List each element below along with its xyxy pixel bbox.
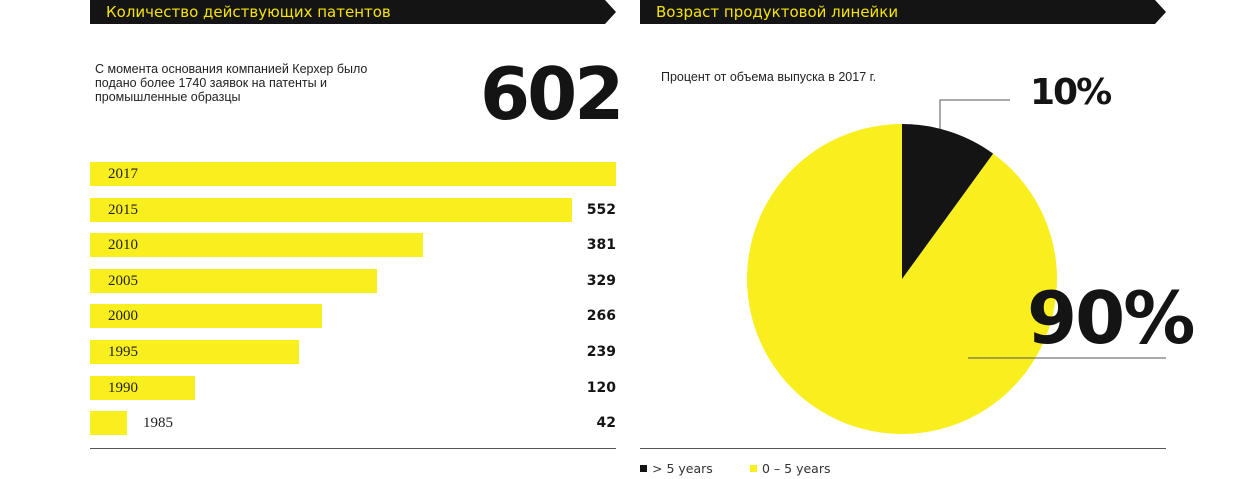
legend-item-older: > 5 years	[640, 461, 713, 477]
legend-label-newer: 0 – 5 years	[762, 461, 831, 476]
patents-description: С момента основания компанией Керхер был…	[95, 62, 368, 104]
bar-1985	[90, 411, 127, 436]
bar-row-1985: 1985 42	[90, 411, 616, 436]
pie-label-newer-share: 90%	[1027, 276, 1195, 360]
bar-2010	[90, 233, 423, 258]
bar-value-label: 329	[586, 272, 616, 289]
active-patents-count: 602	[480, 52, 624, 136]
bar-row-2000: 2000 266	[90, 304, 616, 329]
bar-row-2017: 2017	[90, 162, 616, 186]
bar-1995	[90, 340, 299, 364]
bar-year-label: 2017	[108, 166, 138, 182]
legend-swatch-older	[640, 465, 647, 472]
bar-row-1995: 1995 239	[90, 340, 616, 364]
bar-value-label: 120	[586, 379, 616, 396]
pie-slice-older	[902, 124, 994, 279]
bar-row-2005: 2005 329	[90, 268, 616, 293]
bar-year-label: 1985	[143, 415, 173, 432]
bar-year-label: 1990	[108, 379, 138, 396]
bar-value-label: 239	[586, 344, 616, 360]
pie-slice-newer	[747, 124, 1057, 435]
bar-row-2010: 2010 381	[90, 233, 616, 258]
bar-year-label: 2010	[108, 237, 138, 254]
bar-2000	[90, 304, 322, 329]
bar-2017	[90, 162, 616, 186]
bar-row-2015: 2015 552	[90, 197, 616, 222]
pie-chart-baseline	[640, 448, 1166, 449]
bar-chart-baseline	[90, 448, 616, 449]
pie-label-older-share: 10%	[1030, 72, 1112, 113]
leader-line-older	[939, 99, 1010, 129]
bar-2015	[90, 197, 572, 222]
legend-item-newer: 0 – 5 years	[750, 461, 830, 477]
product-age-section-title: Возраст продуктовой линейки	[640, 0, 1166, 24]
bar-2005	[90, 268, 377, 293]
bar-row-1990: 1990 120	[90, 375, 616, 400]
bar-value-label: 552	[586, 201, 616, 218]
pie-subtitle: Процент от объема выпуска в 2017 г.	[661, 70, 877, 84]
product-age-pie-chart	[747, 99, 1166, 435]
legend-swatch-newer	[750, 465, 757, 472]
bar-year-label: 1995	[108, 344, 138, 360]
bar-year-label: 2000	[108, 308, 138, 325]
bar-value-label: 266	[586, 308, 616, 325]
legend-label-older: > 5 years	[652, 461, 713, 476]
bar-value-label: 381	[586, 237, 616, 254]
bar-year-label: 2005	[108, 272, 138, 289]
bar-1990	[90, 375, 195, 400]
bar-value-label: 42	[596, 415, 616, 432]
patents-section-title: Количество действующих патентов	[90, 0, 616, 24]
bar-year-label: 2015	[108, 201, 138, 218]
